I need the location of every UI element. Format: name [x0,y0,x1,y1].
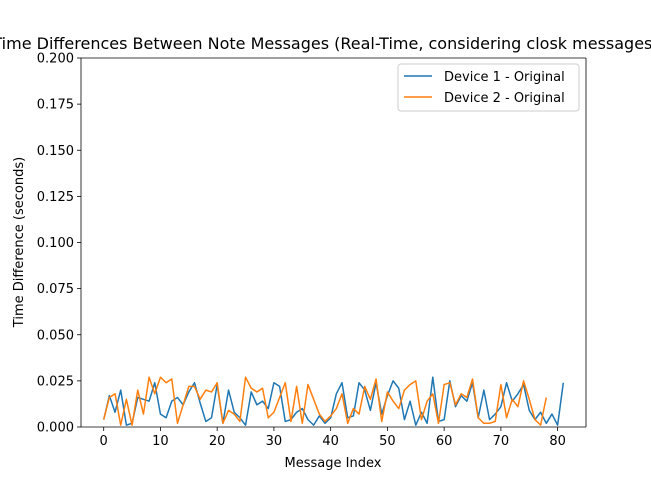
y-axis-label: Time Difference (seconds) [12,157,27,328]
x-tick-label: 50 [379,434,396,449]
y-tick-label: 0.100 [37,236,74,251]
chart-title: Time Differences Between Note Messages (… [0,34,651,53]
x-tick-label: 40 [322,434,339,449]
y-tick-label: 0.150 [37,144,74,159]
x-tick-label: 20 [209,434,226,449]
plot-area: 0 10 20 30 40 50 60 70 80 0.000 0.025 0.050 0.075 0.1… [37,52,587,449]
y-tick-label: 0.050 [37,328,74,343]
series-line-1 [102,376,565,426]
x-tick-label: 70 [493,434,510,449]
series-line-2 [102,376,548,426]
legend: Device 1 - Original Device 2 - Original [397,63,580,112]
x-tick-label: 60 [436,434,453,449]
x-tick-label: 30 [266,434,283,449]
legend-label-1: Device 1 - Original [444,70,565,85]
y-tick-label: 0.025 [37,374,74,389]
y-tick-label: 0.175 [37,98,74,113]
y-tick-label: 0.200 [37,52,74,67]
x-tick-label: 80 [549,434,566,449]
y-tick-label: 0.000 [37,421,74,436]
x-tick-label: 0 [100,434,108,449]
x-axis-label: Message Index [285,456,382,471]
x-tick-label: 10 [152,434,169,449]
legend-box [397,63,580,112]
y-tick-label: 0.075 [37,282,74,297]
y-tick-label: 0.125 [37,190,74,205]
legend-label-2: Device 2 - Original [444,91,565,106]
